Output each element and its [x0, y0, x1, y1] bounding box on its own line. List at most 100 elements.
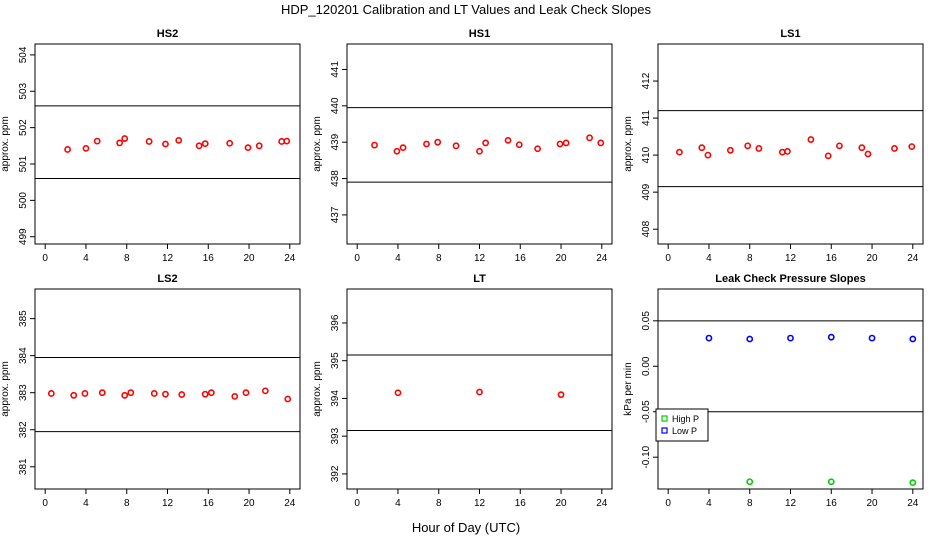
- y-axis-label: kPa per min: [623, 362, 634, 415]
- legend-marker: [661, 427, 668, 434]
- panel-title: HS1: [469, 28, 490, 40]
- y-tick-label: 392: [330, 465, 341, 482]
- data-point: [746, 478, 754, 486]
- x-tick-label: 16: [203, 253, 215, 264]
- x-tick-label: 24: [907, 253, 919, 264]
- data-point: [127, 389, 135, 397]
- y-tick-label: 412: [641, 72, 652, 89]
- data-point: [81, 390, 89, 397]
- data-point: [909, 479, 917, 487]
- y-tick-label: 439: [330, 133, 341, 150]
- x-tick-label: 16: [515, 498, 527, 509]
- data-point: [504, 136, 512, 144]
- data-point: [534, 145, 541, 153]
- series-high-p: [746, 478, 917, 487]
- data-point: [175, 136, 183, 144]
- x-tick-label: 0: [354, 253, 360, 264]
- plot-frame: [657, 43, 924, 245]
- x-tick-label: 12: [162, 498, 174, 509]
- data-point: [434, 138, 442, 146]
- series-low-p: [705, 333, 917, 343]
- panel-title: Leak Check Pressure Slopes: [715, 273, 865, 285]
- x-tick-label: 0: [42, 253, 48, 264]
- y-tick-label: 438: [330, 170, 341, 187]
- x-tick-label: 0: [665, 498, 671, 509]
- y-tick-label: 396: [330, 314, 341, 331]
- data-point: [121, 391, 129, 399]
- data-point: [93, 137, 101, 145]
- data-point: [399, 144, 407, 152]
- series-values: [676, 136, 916, 160]
- data-point: [784, 148, 791, 155]
- y-tick-label: 409: [641, 183, 652, 200]
- data-point: [121, 135, 129, 142]
- y-tick-label: 437: [330, 206, 341, 223]
- y-axis-label: approx. ppm: [0, 361, 11, 417]
- x-tick-label: 24: [284, 498, 296, 509]
- data-point: [476, 147, 483, 155]
- data-point: [242, 389, 250, 397]
- data-point: [755, 145, 763, 152]
- data-point: [827, 333, 835, 341]
- x-axis-label: Hour of Day (UTC): [412, 520, 520, 535]
- data-point: [824, 152, 832, 160]
- data-point: [705, 334, 713, 342]
- data-point: [864, 150, 872, 158]
- data-point: [226, 139, 234, 147]
- x-tick-label: 20: [866, 253, 878, 264]
- panel-4: LS2 approx. ppm 0 4 8 12 16 20 24 381 382 383 384 385: [0, 273, 301, 509]
- x-tick-label: 20: [243, 253, 255, 264]
- data-point: [195, 142, 203, 150]
- x-tick-label: 4: [706, 498, 712, 509]
- x-tick-label: 8: [124, 498, 130, 509]
- x-tick-label: 12: [785, 253, 797, 264]
- legend-marker: [661, 415, 668, 422]
- y-axis-label: approx. ppm: [0, 116, 11, 172]
- y-axis-label: approx. ppm: [623, 116, 634, 172]
- data-point: [261, 387, 269, 395]
- y-tick-label: 411: [641, 110, 652, 126]
- x-tick-label: 4: [706, 253, 712, 264]
- legend-box: [655, 408, 709, 442]
- y-tick-label: 393: [330, 427, 341, 444]
- data-point: [82, 144, 90, 152]
- x-tick-label: 20: [866, 498, 878, 509]
- data-point: [704, 151, 712, 159]
- series-values: [394, 388, 565, 399]
- x-tick-label: 8: [436, 498, 442, 509]
- x-tick-label: 20: [555, 498, 567, 509]
- data-point: [178, 391, 186, 398]
- data-point: [98, 389, 106, 397]
- y-tick-label: 410: [641, 146, 652, 163]
- x-tick-label: 8: [747, 253, 753, 264]
- x-tick-label: 4: [395, 253, 401, 264]
- data-point: [868, 334, 876, 342]
- y-tick-label: 501: [18, 155, 29, 172]
- y-tick-label: 0.00: [641, 356, 652, 376]
- data-point: [47, 390, 55, 397]
- data-point: [858, 144, 866, 152]
- data-point: [676, 148, 683, 156]
- x-tick-label: 20: [555, 253, 567, 264]
- panel-5: LT approx. ppm 0 4 8 12 16 20 24 392 393 394 395 396: [312, 273, 613, 509]
- x-tick-label: 12: [474, 253, 486, 264]
- series-values: [64, 135, 291, 153]
- data-point: [452, 142, 460, 150]
- data-point: [698, 144, 706, 152]
- panel-title: LS1: [780, 28, 800, 40]
- data-point: [827, 478, 835, 486]
- y-tick-label: 0.05: [641, 311, 652, 331]
- x-tick-label: 24: [596, 498, 608, 509]
- data-point: [145, 138, 153, 145]
- series-values: [371, 134, 605, 155]
- series-values: [47, 387, 292, 403]
- data-point: [201, 390, 209, 398]
- data-point: [207, 389, 215, 397]
- panel-2: HS1 approx. ppm 0 4 8 12 16 20 24 437 438 439 440 441: [312, 28, 613, 264]
- data-point: [807, 136, 815, 143]
- x-tick-label: 0: [42, 498, 48, 509]
- x-tick-label: 16: [203, 498, 215, 509]
- panel-6: Leak Check Pressure Slopes kPa per min 0 4 8…: [623, 273, 924, 509]
- plot-frame: [34, 288, 301, 490]
